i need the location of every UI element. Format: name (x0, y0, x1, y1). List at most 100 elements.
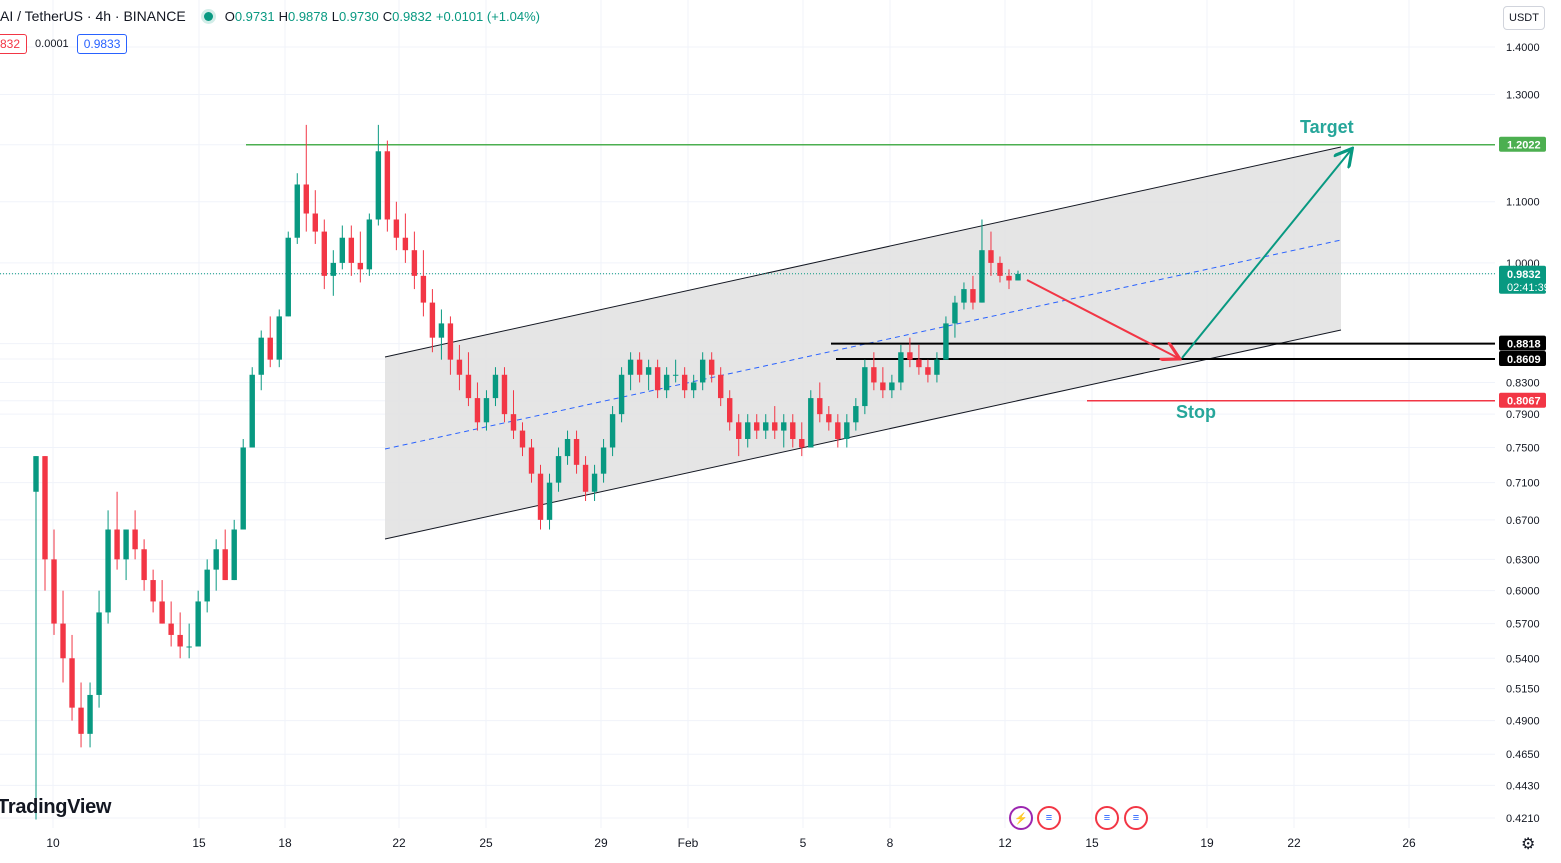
candle-body[interactable] (736, 422, 742, 439)
candle-body[interactable] (907, 352, 913, 360)
candle-body[interactable] (276, 316, 282, 360)
candle-body[interactable] (573, 438, 580, 465)
us-flag-icon[interactable]: ≡ (1037, 806, 1061, 830)
candle-body[interactable] (970, 289, 976, 303)
candle-body[interactable] (717, 374, 724, 399)
candle-body[interactable] (663, 374, 670, 391)
candle-body[interactable] (429, 302, 436, 338)
candle-body[interactable] (321, 231, 327, 276)
candle-body[interactable] (402, 237, 409, 251)
candle-body[interactable] (997, 262, 1003, 276)
candle-body[interactable] (177, 634, 183, 647)
candle-body[interactable] (303, 184, 309, 214)
candle-body[interactable] (952, 302, 958, 324)
candle-body[interactable] (159, 601, 165, 624)
candle-body[interactable] (33, 456, 39, 492)
candle-body[interactable] (961, 289, 967, 303)
candle-body[interactable] (636, 359, 643, 375)
candle-body[interactable] (204, 569, 210, 602)
candle-body[interactable] (186, 646, 192, 648)
candle-body[interactable] (447, 323, 454, 360)
candle-body[interactable] (772, 422, 778, 431)
candle-body[interactable] (195, 601, 201, 647)
candle-body[interactable] (1006, 275, 1012, 281)
price-axis[interactable] (1495, 0, 1561, 858)
candle-body[interactable] (60, 623, 66, 659)
candle-body[interactable] (898, 352, 904, 383)
candle-body[interactable] (330, 262, 337, 276)
channel-lower-line[interactable] (384, 329, 1342, 540)
candle-body[interactable] (258, 337, 264, 375)
candle-body[interactable] (168, 623, 174, 635)
candle-body[interactable] (231, 529, 237, 581)
candle-body[interactable] (375, 151, 382, 220)
candle-body[interactable] (880, 382, 886, 391)
candle-body[interactable] (754, 422, 760, 431)
candle-body[interactable] (420, 275, 427, 303)
candle-body[interactable] (384, 151, 391, 220)
candle-body[interactable] (591, 473, 598, 492)
candle-body[interactable] (582, 464, 589, 492)
candle-body[interactable] (483, 398, 490, 423)
candle-body[interactable] (781, 422, 787, 431)
candle-body[interactable] (862, 367, 868, 407)
lightning-event-icon[interactable]: ⚡ (1009, 806, 1033, 830)
candle-body[interactable] (672, 374, 679, 376)
candle-body[interactable] (69, 658, 75, 708)
candle-body[interactable] (393, 219, 400, 238)
candle-body[interactable] (645, 367, 652, 375)
candle-body[interactable] (267, 337, 273, 360)
us-flag-icon[interactable]: ≡ (1095, 806, 1119, 830)
tradingview-logo[interactable]: ⁄TradingView (0, 796, 112, 819)
symbol-title[interactable]: AI / TetherUS · 4h · BINANCE (0, 8, 186, 24)
candle-body[interactable] (96, 612, 102, 695)
candle-body[interactable] (519, 430, 526, 448)
candle-body[interactable] (114, 529, 120, 560)
candle-body[interactable] (222, 549, 228, 581)
candle-body[interactable] (727, 398, 733, 423)
candle-body[interactable] (925, 367, 931, 375)
candle-body[interactable] (537, 473, 544, 520)
candle-body[interactable] (51, 559, 57, 624)
candle-body[interactable] (213, 549, 219, 570)
candle-body[interactable] (492, 374, 499, 399)
candle-body[interactable] (411, 250, 418, 276)
candle-body[interactable] (474, 398, 481, 423)
candle-body[interactable] (132, 529, 138, 550)
candle-body[interactable] (699, 359, 706, 383)
candle-body[interactable] (988, 250, 994, 263)
candle-body[interactable] (627, 359, 634, 375)
up-projection-arrow[interactable] (1181, 150, 1351, 359)
buy-button[interactable]: 0.9833 (76, 34, 128, 54)
candle-body[interactable] (123, 529, 129, 560)
candle-body[interactable] (871, 367, 877, 383)
candle-body[interactable] (853, 406, 859, 423)
candle-body[interactable] (465, 374, 472, 399)
candle-body[interactable] (456, 359, 463, 375)
candle-body[interactable] (600, 447, 607, 474)
candle-body[interactable] (817, 398, 823, 415)
candle-body[interactable] (618, 374, 625, 415)
candle-body[interactable] (42, 456, 48, 560)
candle-body[interactable] (546, 482, 553, 520)
candle-body[interactable] (438, 323, 445, 338)
candle-body[interactable] (249, 374, 255, 448)
candle-body[interactable] (366, 219, 373, 270)
candle-body[interactable] (87, 694, 93, 734)
candle-body[interactable] (979, 250, 985, 303)
candle-body[interactable] (141, 549, 147, 581)
candle-body[interactable] (339, 237, 346, 263)
us-flag-icon[interactable]: ≡ (1124, 806, 1148, 830)
candle-body[interactable] (555, 456, 562, 483)
candle-body[interactable] (835, 422, 841, 439)
channel-upper-line[interactable] (384, 146, 1342, 358)
sell-button[interactable]: 832 (0, 34, 28, 54)
candle-body[interactable] (799, 438, 805, 448)
candle-body[interactable] (609, 414, 616, 448)
candle-body[interactable] (681, 374, 688, 391)
candle-body[interactable] (240, 447, 246, 530)
candle-body[interactable] (708, 359, 715, 375)
candle-body[interactable] (790, 422, 796, 439)
